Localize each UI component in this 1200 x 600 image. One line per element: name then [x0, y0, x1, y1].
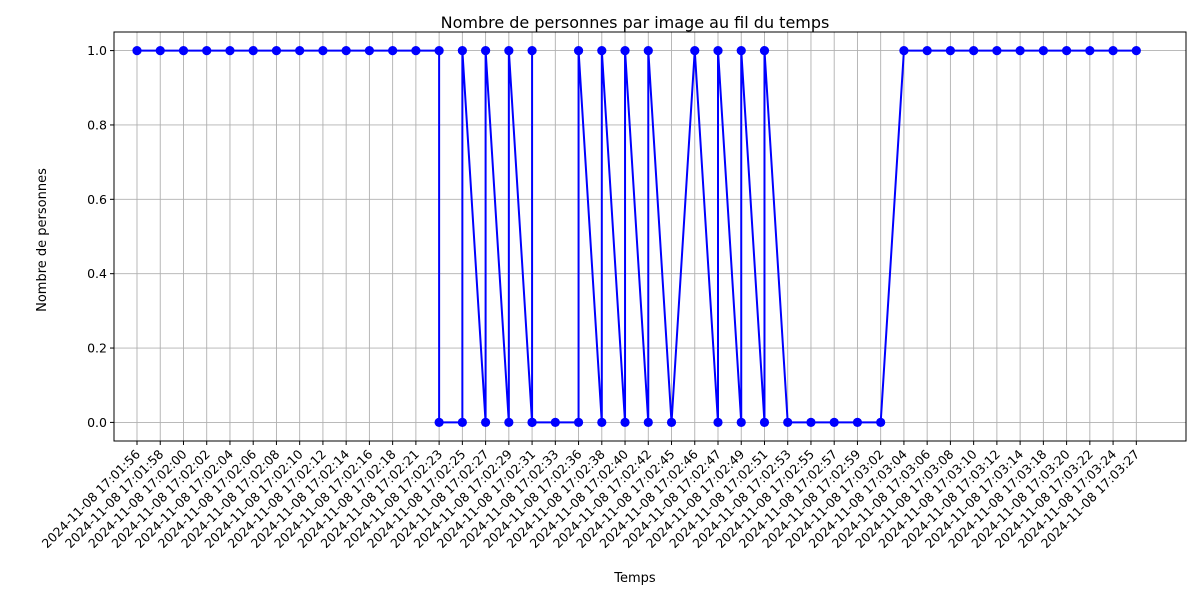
data-point: [271, 45, 282, 56]
data-point: [527, 417, 537, 428]
data-point: [481, 417, 491, 428]
data-point: [573, 417, 584, 428]
data-point: [481, 45, 491, 56]
data-point: [318, 45, 328, 56]
series-line: [137, 49, 1137, 424]
y-tick-label: 0.0: [87, 415, 107, 430]
data-point: [573, 45, 584, 56]
plot-frame: [113, 31, 1187, 442]
data-point: [876, 417, 886, 428]
data-point: [597, 45, 607, 56]
data-point: [829, 417, 839, 428]
data-point: [666, 417, 677, 428]
y-tick-label: 0.8: [87, 117, 107, 132]
series-polyline: [137, 49, 1137, 424]
y-tick-label: 0.6: [87, 192, 107, 207]
data-point: [411, 45, 421, 56]
data-point: [504, 417, 514, 428]
series-markers: [132, 45, 1141, 428]
data-point: [643, 417, 653, 428]
data-point: [643, 45, 653, 56]
data-point: [969, 45, 979, 56]
data-point: [690, 45, 700, 56]
data-point: [945, 45, 956, 56]
y-tick-label: 0.2: [87, 341, 107, 356]
data-point: [178, 45, 189, 56]
data-point: [388, 45, 398, 56]
data-point: [713, 45, 723, 56]
data-point: [202, 45, 212, 56]
data-point: [736, 417, 746, 428]
data-point: [527, 45, 537, 56]
data-point: [434, 417, 444, 428]
data-point: [364, 45, 374, 56]
data-point: [713, 417, 723, 428]
data-point: [597, 417, 607, 428]
data-point: [457, 45, 467, 56]
data-point: [1131, 45, 1141, 56]
data-point: [1085, 45, 1095, 56]
y-axis-label: Nombre de personnes: [35, 168, 50, 312]
data-point: [1015, 45, 1025, 56]
data-point: [759, 45, 770, 56]
data-point: [1038, 45, 1048, 56]
data-point: [1062, 45, 1072, 56]
data-point: [434, 45, 444, 56]
data-point: [620, 45, 630, 56]
data-point: [1108, 45, 1118, 56]
y-tick-label: 0.4: [87, 266, 107, 281]
data-point: [132, 45, 142, 56]
data-point: [225, 45, 235, 56]
data-point: [992, 45, 1002, 56]
data-point: [852, 417, 863, 428]
data-point: [550, 417, 560, 428]
chart-title: Nombre de personnes par image au fil du …: [441, 13, 830, 32]
data-point: [341, 45, 351, 56]
data-point: [457, 417, 467, 428]
data-point: [759, 417, 770, 428]
data-point: [295, 45, 305, 56]
data-point: [899, 45, 909, 56]
data-point: [620, 417, 630, 428]
data-point: [155, 45, 165, 56]
data-point: [248, 45, 258, 56]
data-point: [504, 45, 514, 56]
data-point: [806, 417, 816, 428]
x-axis-label: Temps: [613, 571, 656, 586]
y-axis-ticks: 0.0 0.2 0.4 0.6 0.8 1.0: [87, 43, 114, 430]
data-point: [783, 417, 793, 428]
data-point: [736, 45, 746, 56]
data-point: [922, 45, 932, 56]
y-tick-label: 1.0: [87, 43, 107, 58]
